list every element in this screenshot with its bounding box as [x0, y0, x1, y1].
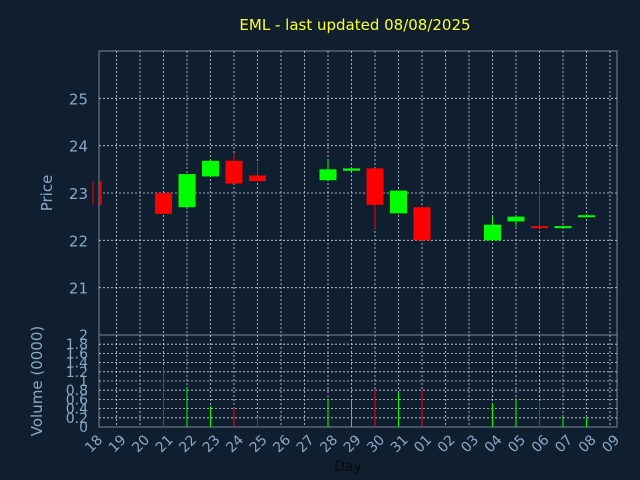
candle-01	[413, 207, 431, 241]
price-y-ticks: 21 22 23 24 25	[69, 90, 88, 297]
price-tick-label: 21	[69, 280, 88, 298]
volume-tick-label: 1.8	[66, 337, 88, 353]
candle-25	[249, 162, 266, 182]
candle-body	[578, 215, 595, 218]
candle-30	[366, 168, 384, 229]
volume-tick-label: 0.8	[66, 383, 88, 399]
candle-24	[225, 152, 243, 184]
chart-title: EML - last updated 08/08/2025	[239, 16, 470, 34]
candle-body	[99, 181, 102, 205]
candle-21	[155, 193, 172, 214]
candle-23	[202, 159, 219, 177]
price-axis-label: Price	[38, 175, 56, 212]
x-tick-labels: 18 19 20 21 22 23 24 25 26 27 28 29 30 31 01 02 03 04 05 06…	[82, 432, 623, 456]
candle-28	[319, 158, 337, 181]
candle-body	[484, 224, 501, 241]
candle-body	[178, 174, 196, 208]
candle-body	[531, 226, 548, 229]
candle-18	[92, 181, 102, 205]
price-tick-label: 25	[69, 90, 88, 108]
price-tick-label: 23	[69, 185, 88, 203]
volume-tick-label: 0.4	[66, 402, 88, 418]
volume-tick-label: 2	[79, 328, 88, 344]
candle-body	[413, 207, 431, 241]
candle-29	[343, 166, 360, 172]
candle-body	[366, 168, 384, 205]
volume-y-ticks: 00.20.40.60.811.21.41.61.82	[66, 328, 88, 436]
candle-04	[484, 216, 501, 241]
candle-08	[578, 214, 595, 218]
candle-05	[507, 215, 525, 227]
volume-axis-label: Volume (0000)	[28, 326, 46, 436]
candle-body	[390, 190, 407, 214]
candle-body	[554, 226, 572, 229]
price-tick-label: 22	[69, 232, 88, 250]
candle-body	[319, 169, 337, 181]
volume-tick-label: 0.2	[66, 411, 88, 427]
volume-tick-label: 0	[79, 420, 88, 436]
volume-tick-label: 1	[79, 374, 88, 390]
candle-body	[225, 160, 243, 184]
candle-22	[178, 174, 196, 208]
candlestick-series	[92, 152, 595, 241]
candle-body	[249, 175, 266, 182]
candle-07	[554, 226, 572, 229]
price-tick-label: 24	[69, 138, 88, 156]
candle-body	[155, 193, 172, 214]
volume-bar-series	[163, 367, 587, 427]
candle-06	[531, 183, 548, 229]
volume-tick-label: 1.6	[66, 346, 88, 362]
volume-tick-label: 1.2	[66, 365, 88, 381]
volume-tick-label: 0.6	[66, 392, 88, 408]
candle-body	[507, 216, 525, 222]
candle-31	[390, 190, 407, 214]
volume-tick-label: 1.4	[66, 356, 88, 372]
candle-body	[343, 168, 360, 171]
x-axis-label: Day	[334, 459, 362, 475]
candle-body	[202, 160, 219, 177]
